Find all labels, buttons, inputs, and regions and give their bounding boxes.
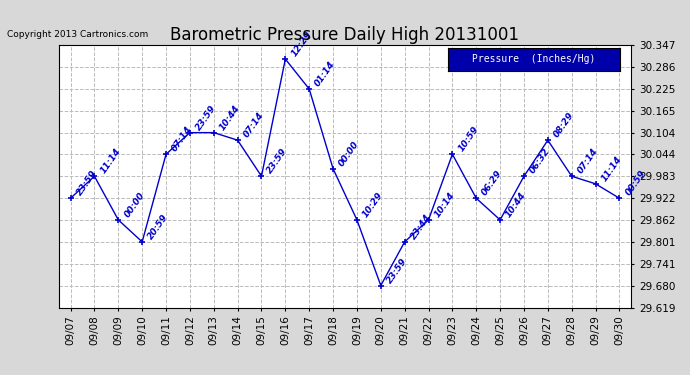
Text: 07:14: 07:14 (170, 125, 194, 153)
Text: 23:59: 23:59 (385, 256, 408, 285)
Text: 10:59: 10:59 (457, 125, 480, 153)
Text: 23:59: 23:59 (194, 103, 218, 132)
Text: 07:14: 07:14 (576, 147, 600, 176)
Text: 10:14: 10:14 (433, 190, 457, 219)
Text: 23:44: 23:44 (408, 213, 433, 241)
Text: 12:29: 12:29 (290, 30, 313, 58)
Text: 11:14: 11:14 (99, 147, 122, 176)
Text: 11:14: 11:14 (600, 154, 624, 183)
Text: 10:44: 10:44 (504, 190, 528, 219)
Text: 23:59: 23:59 (75, 169, 99, 198)
Text: 23:59: 23:59 (266, 147, 289, 176)
Text: 00:59: 00:59 (624, 169, 647, 198)
Text: Copyright 2013 Cartronics.com: Copyright 2013 Cartronics.com (7, 30, 148, 39)
Text: Barometric Pressure Daily High 20131001: Barometric Pressure Daily High 20131001 (170, 26, 520, 44)
Text: 00:00: 00:00 (122, 190, 146, 219)
Text: 08:29: 08:29 (552, 111, 575, 140)
Text: 10:29: 10:29 (361, 190, 385, 219)
Text: 06:29: 06:29 (480, 169, 504, 198)
Text: 00:00: 00:00 (337, 139, 361, 168)
Text: 06:32: 06:32 (528, 147, 552, 176)
Text: 07:14: 07:14 (241, 111, 266, 140)
Text: 20:59: 20:59 (146, 213, 170, 241)
Text: 10:44: 10:44 (218, 103, 241, 132)
Text: 01:14: 01:14 (313, 60, 337, 88)
